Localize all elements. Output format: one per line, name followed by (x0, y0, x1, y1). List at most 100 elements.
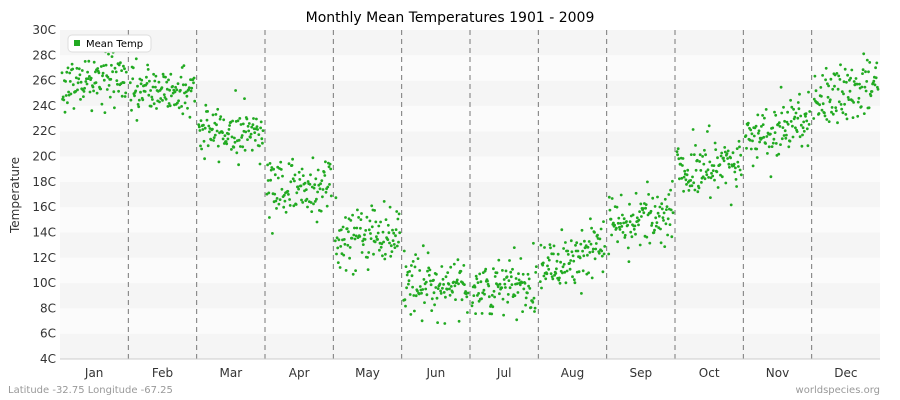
data-point (379, 245, 383, 249)
data-point (625, 220, 628, 223)
data-point (861, 72, 864, 75)
y-axis-ticks: 4C 6C 8C 10C 12C 14C 16C 18C 20C 22C 24C 26C 28C 30C (32, 23, 56, 366)
data-point (572, 278, 576, 282)
data-point (193, 99, 197, 103)
data-point (109, 77, 113, 81)
data-point (689, 153, 693, 157)
data-point (79, 80, 83, 84)
data-point (633, 224, 637, 228)
data-point (62, 98, 66, 102)
data-point (343, 242, 347, 246)
data-point (426, 251, 430, 255)
data-point (669, 208, 673, 212)
data-point (96, 67, 100, 70)
data-point (457, 319, 461, 323)
data-point (644, 206, 647, 210)
data-point (667, 193, 671, 196)
data-point (413, 309, 416, 313)
data-point (249, 135, 252, 139)
data-point (718, 163, 722, 167)
data-point (224, 140, 228, 143)
data-point (867, 70, 870, 74)
data-point (610, 197, 614, 200)
data-point (298, 178, 302, 181)
data-point (386, 238, 390, 242)
data-point (528, 287, 532, 290)
data-point (549, 272, 553, 275)
data-point (206, 110, 210, 113)
data-point (382, 240, 385, 244)
data-point (351, 213, 354, 217)
data-point (418, 269, 422, 272)
data-point (701, 155, 704, 158)
data-point (348, 256, 351, 260)
data-point (833, 73, 837, 77)
footer-location: Latitude -32.75 Longitude -67.25 (8, 385, 173, 396)
data-point (165, 80, 169, 84)
data-point (181, 112, 185, 116)
data-point (735, 147, 739, 151)
y-tick-label: 28C (32, 48, 56, 62)
data-point (166, 105, 170, 108)
data-point (824, 66, 828, 70)
data-point (752, 134, 756, 138)
data-point (685, 183, 688, 186)
data-point (489, 303, 493, 307)
data-point (558, 276, 561, 280)
data-point (357, 216, 360, 219)
data-point (675, 150, 679, 154)
data-point (719, 154, 723, 158)
data-point (185, 94, 189, 98)
y-tick-label: 4C (40, 352, 56, 366)
data-point (183, 101, 187, 105)
y-tick-label: 20C (32, 150, 56, 164)
data-point (269, 168, 273, 172)
data-point (426, 269, 429, 273)
data-point (689, 179, 693, 182)
data-point (644, 203, 648, 207)
data-point (737, 165, 740, 168)
data-point (498, 292, 501, 296)
data-point (823, 114, 827, 118)
data-point (551, 277, 555, 281)
data-point (703, 148, 706, 152)
data-point (247, 122, 251, 125)
y-tick-label: 16C (32, 200, 56, 214)
data-point (329, 167, 333, 171)
data-point (273, 192, 277, 196)
legend-box (67, 34, 152, 53)
data-point (184, 83, 188, 87)
data-point (781, 126, 785, 129)
data-point (830, 110, 833, 114)
data-point (868, 61, 872, 64)
data-point (208, 130, 211, 134)
data-point (676, 153, 679, 157)
data-point (304, 188, 308, 192)
data-point (260, 137, 264, 141)
data-point (86, 70, 89, 74)
data-point (152, 102, 156, 106)
data-point (391, 228, 394, 232)
data-point (761, 114, 764, 117)
data-point (603, 245, 607, 248)
data-point (660, 202, 664, 206)
data-point (103, 111, 107, 114)
data-point (638, 210, 641, 214)
data-point (820, 94, 823, 98)
data-point (786, 110, 789, 114)
data-point (692, 153, 696, 157)
data-point (217, 160, 221, 164)
data-point (168, 104, 172, 108)
data-point (872, 79, 876, 83)
data-point (315, 220, 319, 224)
data-point (715, 170, 719, 174)
data-point (120, 94, 124, 98)
data-point (454, 298, 457, 301)
data-point (568, 267, 572, 271)
data-point (588, 251, 592, 254)
data-point (68, 71, 72, 75)
data-point (498, 282, 502, 286)
data-point (402, 249, 406, 253)
data-point (416, 257, 420, 260)
data-point (473, 285, 477, 289)
